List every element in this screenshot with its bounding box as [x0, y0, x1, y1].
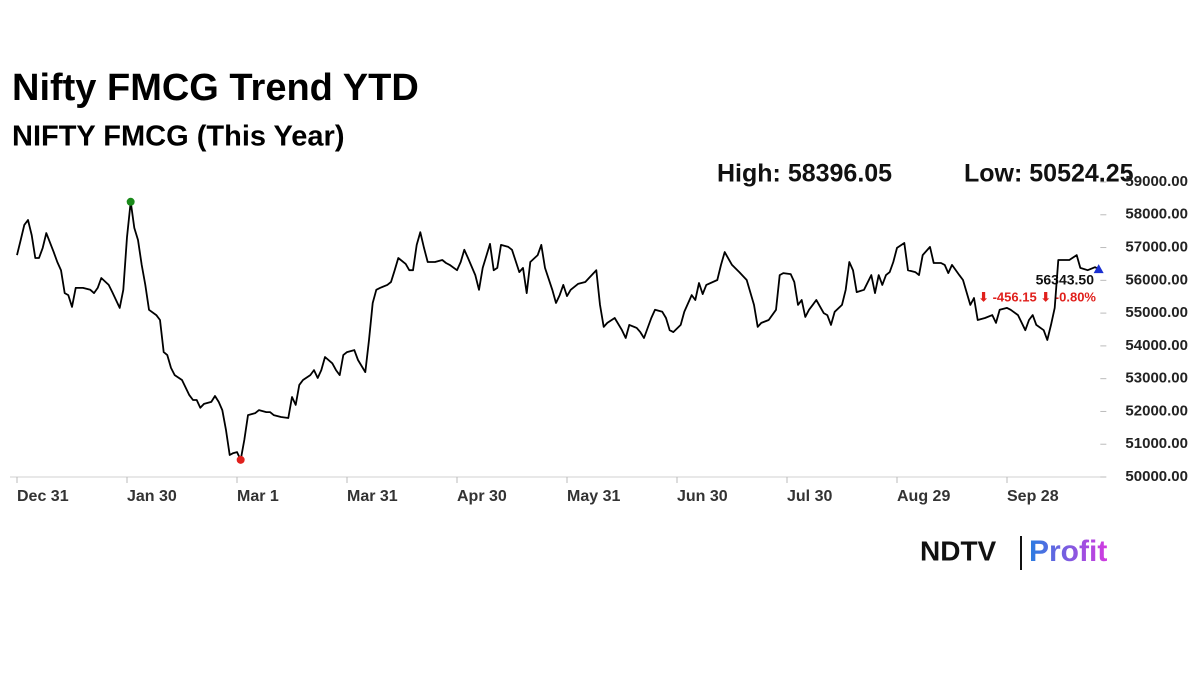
y-tick-label: 51000.00	[1125, 435, 1188, 452]
x-tick-label: Dec 31	[17, 488, 69, 505]
chart-subtitle: NIFTY FMCG (This Year)	[12, 121, 344, 153]
high-label: High: 58396.05	[717, 160, 892, 188]
x-tick-label: Jan 30	[127, 488, 177, 505]
logo-ndtv: NDTV	[920, 535, 997, 566]
last-value-label: 56343.50	[1036, 272, 1095, 288]
x-tick-label: Jul 30	[787, 488, 832, 505]
logo-profit: Profit	[1029, 535, 1107, 568]
x-tick-label: Mar 31	[347, 488, 398, 505]
y-tick-label: 52000.00	[1125, 402, 1188, 419]
change-label: ⬇ -456.15 ⬇ -0.80%	[978, 289, 1096, 304]
x-tick-label: Mar 1	[237, 488, 279, 505]
plot: Dec 31 Jan 30 Mar 1 Mar 31 Apr 30 May 31 Jun 3…	[10, 173, 1188, 505]
high-marker	[126, 197, 135, 206]
x-tick-label: Jun 30	[677, 488, 728, 505]
x-tick-label: Aug 29	[897, 488, 950, 505]
chart-title: Nifty FMCG Trend YTD	[12, 67, 419, 109]
x-tick-label: Sep 28	[1007, 488, 1059, 505]
y-tick-label: 59000.00	[1125, 173, 1188, 190]
y-tick-label: 55000.00	[1125, 304, 1188, 321]
low-label: Low: 50524.25	[964, 160, 1134, 188]
y-tick-label: 53000.00	[1125, 370, 1188, 387]
y-tick-label: 56000.00	[1125, 271, 1188, 288]
x-tick-label: May 31	[567, 488, 620, 505]
y-tick-label: 58000.00	[1125, 206, 1188, 223]
low-marker	[236, 455, 245, 464]
y-tick-label: 54000.00	[1125, 337, 1188, 354]
x-tick-label: Apr 30	[457, 488, 507, 505]
y-tick-label: 57000.00	[1125, 239, 1188, 256]
last-marker	[1093, 264, 1104, 274]
price-line	[16, 200, 1100, 461]
y-tick-label: 50000.00	[1125, 468, 1188, 485]
